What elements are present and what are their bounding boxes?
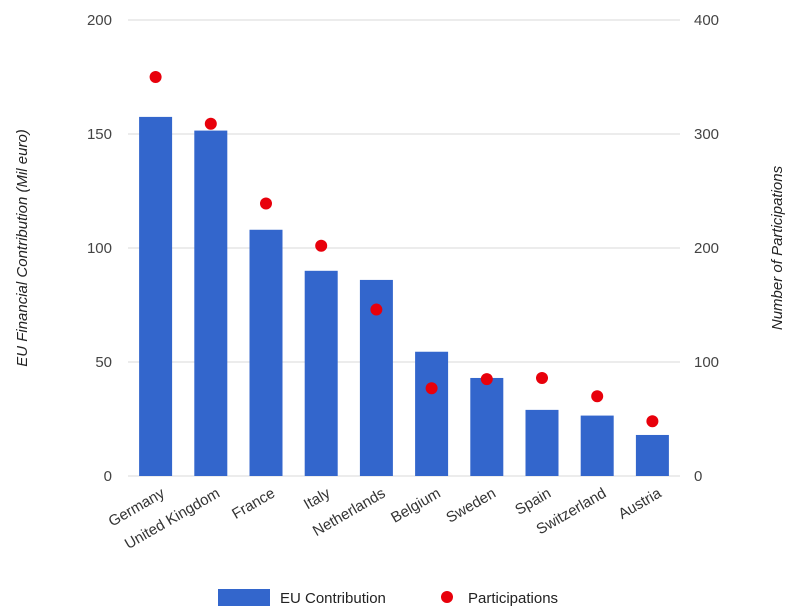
points xyxy=(149,71,659,428)
y2-axis-title: Number of Participations xyxy=(769,165,786,330)
y2-tick-label: 400 xyxy=(694,12,719,29)
bar-spain xyxy=(525,409,559,476)
legend-label-participations: Participations xyxy=(468,590,558,607)
legend: EU Contribution Participations xyxy=(218,589,558,607)
point-united-kingdom xyxy=(204,117,217,130)
y-tick-label: 100 xyxy=(87,240,112,257)
y2-tick-label: 0 xyxy=(694,468,702,485)
y2-tick-label: 300 xyxy=(694,126,719,143)
point-sweden xyxy=(480,373,493,386)
x-tick-label: United Kingdom xyxy=(122,485,223,553)
point-netherlands xyxy=(370,303,383,316)
bar-switzerland xyxy=(580,415,614,476)
point-france xyxy=(260,197,272,210)
y-tick-label: 200 xyxy=(87,12,112,29)
point-belgium xyxy=(425,382,438,395)
y2-tick-label: 100 xyxy=(694,354,719,371)
point-spain xyxy=(536,371,548,384)
bar-france xyxy=(249,229,283,476)
x-tick-label: Belgium xyxy=(388,485,443,527)
bar-germany xyxy=(139,116,173,477)
y-axis-title: EU Financial Contribution (Mil euro) xyxy=(14,129,31,367)
legend-swatch-eu-contribution xyxy=(218,589,270,606)
bar-italy xyxy=(304,270,338,476)
legend-label-eu-contribution: EU Contribution xyxy=(280,590,386,607)
x-tick-label: Italy xyxy=(301,484,334,513)
y-tick-label: 0 xyxy=(104,468,112,485)
y2-axis-ticks: 0 100 200 300 400 xyxy=(694,12,719,485)
bar-belgium xyxy=(415,351,449,476)
x-tick-label: Sweden xyxy=(443,485,498,527)
point-italy xyxy=(315,239,328,252)
point-germany xyxy=(149,71,162,83)
legend-marker-participations xyxy=(441,591,453,603)
x-tick-label: Austria xyxy=(615,484,664,522)
x-tick-label: France xyxy=(229,485,278,523)
bar-united-kingdom xyxy=(194,130,228,476)
x-tick-label: Spain xyxy=(512,485,554,519)
bar-austria xyxy=(635,434,669,476)
y2-tick-label: 200 xyxy=(694,240,719,257)
point-switzerland xyxy=(591,390,604,403)
y-tick-label: 50 xyxy=(95,354,112,371)
bar-sweden xyxy=(470,377,504,476)
bars xyxy=(139,116,669,477)
y-axis-ticks: 0 50 100 150 200 xyxy=(87,12,112,485)
point-austria xyxy=(646,415,659,428)
y-tick-label: 150 xyxy=(87,126,112,143)
